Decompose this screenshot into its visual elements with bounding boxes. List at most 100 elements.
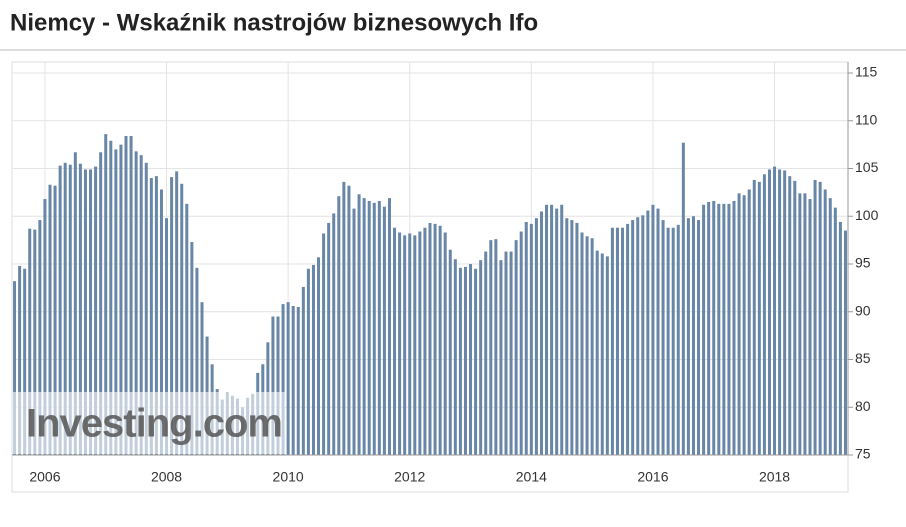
bar bbox=[514, 240, 518, 455]
bar bbox=[154, 176, 158, 455]
bar bbox=[717, 203, 721, 455]
bar bbox=[347, 185, 351, 455]
bar bbox=[529, 223, 533, 455]
bar bbox=[732, 200, 736, 455]
bar bbox=[605, 256, 609, 455]
bar bbox=[803, 193, 807, 455]
y-tick-label: 110 bbox=[855, 111, 878, 127]
bar bbox=[48, 184, 52, 456]
bar bbox=[428, 222, 432, 455]
bar bbox=[195, 267, 199, 455]
bar bbox=[448, 249, 452, 455]
bar bbox=[337, 196, 341, 455]
bar bbox=[474, 268, 478, 455]
bar bbox=[798, 193, 802, 455]
bar bbox=[651, 204, 655, 455]
x-tick-label: 2010 bbox=[273, 469, 304, 485]
bar bbox=[78, 163, 82, 455]
bar bbox=[53, 185, 57, 455]
bar bbox=[58, 165, 62, 455]
bar bbox=[134, 151, 138, 455]
bar bbox=[33, 229, 37, 455]
bar bbox=[443, 232, 447, 455]
bar bbox=[752, 179, 756, 455]
bar bbox=[18, 265, 22, 455]
bar bbox=[175, 171, 179, 456]
bar bbox=[499, 260, 503, 455]
bar bbox=[545, 204, 549, 455]
bar bbox=[676, 224, 680, 455]
bar bbox=[311, 264, 315, 455]
bar bbox=[63, 162, 67, 455]
bar bbox=[433, 223, 437, 455]
y-tick-label: 85 bbox=[855, 350, 871, 366]
bar bbox=[114, 149, 118, 455]
bar bbox=[833, 207, 837, 455]
bar bbox=[276, 316, 280, 455]
bar bbox=[727, 203, 731, 455]
bar bbox=[621, 227, 625, 455]
bar bbox=[119, 144, 123, 455]
bar bbox=[159, 189, 163, 455]
bar bbox=[843, 230, 847, 455]
chart-title: Niemcy - Wskaźnik nastrojów biznesowych … bbox=[10, 9, 538, 36]
bar bbox=[686, 218, 690, 455]
bar bbox=[595, 250, 599, 455]
bar bbox=[180, 183, 184, 455]
bar bbox=[707, 201, 711, 455]
bar bbox=[590, 238, 594, 455]
bar bbox=[124, 136, 128, 455]
bar bbox=[190, 242, 194, 455]
bar bbox=[479, 260, 483, 455]
bar bbox=[139, 155, 143, 455]
bar bbox=[778, 169, 782, 455]
bar bbox=[702, 204, 706, 455]
bar bbox=[458, 267, 462, 455]
bar bbox=[823, 189, 827, 455]
bar bbox=[94, 166, 98, 455]
bar bbox=[398, 232, 402, 455]
bar bbox=[393, 227, 397, 455]
bar bbox=[575, 222, 579, 455]
x-tick-label: 2006 bbox=[29, 469, 60, 485]
bar bbox=[291, 306, 295, 455]
bar bbox=[615, 227, 619, 455]
bar bbox=[43, 199, 47, 455]
y-tick-label: 115 bbox=[855, 64, 878, 80]
bar bbox=[697, 220, 701, 455]
bar bbox=[99, 152, 103, 455]
bar bbox=[377, 200, 381, 455]
bar bbox=[550, 204, 554, 455]
bar bbox=[144, 162, 148, 455]
bar bbox=[317, 257, 321, 455]
bar bbox=[494, 239, 498, 455]
bar bbox=[585, 236, 589, 455]
bar bbox=[539, 211, 543, 455]
bar bbox=[104, 134, 108, 455]
x-tick-label: 2014 bbox=[516, 469, 547, 485]
bar bbox=[656, 208, 660, 455]
bar bbox=[793, 180, 797, 456]
y-tick-label: 105 bbox=[855, 159, 879, 175]
bar bbox=[413, 235, 417, 455]
bar bbox=[747, 189, 751, 455]
bar bbox=[808, 199, 812, 455]
bar bbox=[838, 221, 842, 455]
bar bbox=[357, 194, 361, 455]
bar bbox=[185, 203, 189, 455]
bar bbox=[408, 233, 412, 455]
bar bbox=[286, 302, 290, 455]
bar bbox=[712, 200, 716, 455]
bar bbox=[813, 179, 817, 455]
bar bbox=[762, 174, 766, 456]
bar bbox=[28, 228, 32, 455]
bar bbox=[757, 181, 761, 455]
bar bbox=[509, 251, 513, 455]
bar bbox=[367, 200, 371, 455]
bar bbox=[783, 170, 787, 455]
bar bbox=[463, 266, 467, 455]
y-tick-label: 100 bbox=[855, 207, 879, 223]
bar bbox=[306, 268, 310, 455]
bar bbox=[504, 251, 508, 455]
